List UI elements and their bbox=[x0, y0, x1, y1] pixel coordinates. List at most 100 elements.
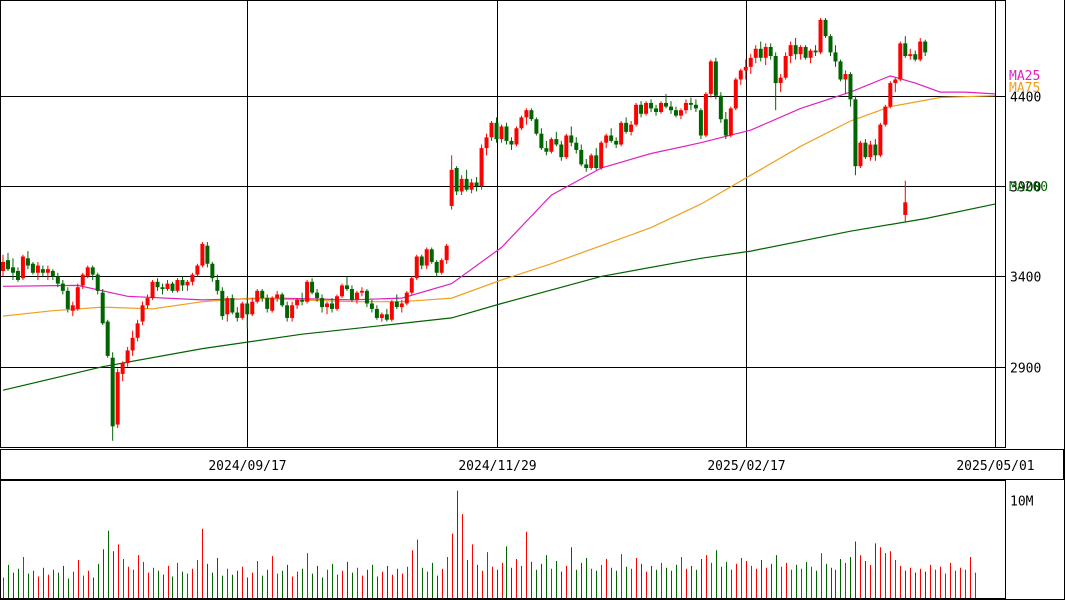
candle bbox=[783, 52, 788, 80]
candle bbox=[150, 280, 155, 300]
candle bbox=[883, 104, 888, 127]
candle bbox=[768, 43, 773, 60]
candle bbox=[130, 330, 135, 356]
candle bbox=[5, 252, 10, 271]
candle bbox=[205, 242, 210, 268]
date-tick-label: 2024/09/17 bbox=[208, 459, 286, 474]
candle bbox=[25, 251, 30, 270]
candle bbox=[703, 92, 708, 138]
candle bbox=[424, 247, 429, 270]
candle bbox=[120, 361, 125, 382]
candle bbox=[494, 117, 499, 143]
candle bbox=[614, 137, 619, 149]
candle bbox=[185, 280, 190, 291]
candle bbox=[290, 301, 295, 322]
candle bbox=[100, 289, 105, 326]
candle bbox=[399, 299, 404, 313]
candle bbox=[683, 99, 688, 114]
candle bbox=[140, 301, 145, 326]
candle bbox=[673, 106, 678, 118]
price-axis-labels: 2900 3400 3900 4400 bbox=[1010, 91, 1041, 377]
candle bbox=[245, 294, 250, 329]
candle bbox=[828, 34, 833, 56]
candle bbox=[484, 133, 489, 156]
candle bbox=[544, 140, 549, 156]
candle bbox=[649, 99, 654, 112]
candle bbox=[474, 177, 479, 192]
candle bbox=[554, 131, 559, 147]
candle bbox=[668, 101, 673, 114]
candle bbox=[85, 265, 90, 279]
candle bbox=[180, 276, 185, 291]
candle bbox=[439, 258, 444, 275]
candle bbox=[295, 298, 300, 309]
candle bbox=[798, 45, 803, 60]
candle bbox=[230, 294, 235, 315]
candle bbox=[65, 287, 70, 313]
candle bbox=[918, 37, 923, 62]
candle bbox=[125, 346, 130, 367]
candle bbox=[394, 294, 399, 309]
ma-label-ma75: MA75 bbox=[1009, 81, 1040, 96]
candle bbox=[449, 155, 454, 210]
candle bbox=[75, 283, 80, 311]
candle bbox=[160, 283, 165, 295]
candle bbox=[235, 307, 240, 322]
price-tick-label: 2900 bbox=[1010, 362, 1041, 377]
candle bbox=[409, 276, 414, 295]
ma-label-ma200: MA200 bbox=[1009, 180, 1048, 195]
candle bbox=[414, 254, 419, 280]
candle bbox=[923, 39, 928, 56]
candle bbox=[818, 18, 823, 55]
candle bbox=[285, 301, 290, 322]
candle bbox=[135, 319, 140, 342]
candle bbox=[255, 289, 260, 304]
date-tick-label: 2025/05/01 bbox=[956, 459, 1034, 474]
candle bbox=[265, 294, 270, 313]
candle bbox=[539, 128, 544, 150]
candle bbox=[678, 108, 683, 120]
candle bbox=[808, 48, 813, 64]
candle bbox=[260, 289, 265, 302]
date-tick-label: 2025/02/17 bbox=[707, 459, 785, 474]
candle bbox=[688, 97, 693, 111]
candle bbox=[325, 301, 330, 315]
candle bbox=[250, 298, 255, 317]
candle bbox=[524, 108, 529, 125]
ma-line-ma200 bbox=[2, 203, 996, 391]
candle bbox=[499, 124, 504, 143]
candle bbox=[95, 272, 100, 295]
volume-panel: 10M bbox=[0, 480, 1034, 599]
candle bbox=[105, 319, 110, 358]
candle bbox=[110, 352, 115, 441]
candle bbox=[60, 280, 65, 295]
candle bbox=[639, 101, 644, 118]
candle bbox=[514, 126, 519, 147]
volume-panel-border bbox=[0, 480, 1006, 599]
candle bbox=[349, 285, 354, 302]
candle bbox=[698, 108, 703, 140]
candle bbox=[170, 281, 175, 293]
candle bbox=[534, 117, 539, 136]
candle bbox=[320, 294, 325, 313]
candle bbox=[604, 133, 609, 149]
candle bbox=[913, 50, 918, 62]
candle bbox=[165, 280, 170, 291]
candle bbox=[310, 278, 315, 295]
candle bbox=[275, 290, 280, 302]
candle bbox=[723, 112, 728, 140]
candle bbox=[40, 265, 45, 277]
candle bbox=[364, 289, 369, 308]
candle bbox=[509, 137, 514, 150]
candle bbox=[305, 280, 310, 304]
price-tick-label: 3400 bbox=[1010, 271, 1041, 286]
price-tick-label: 4400 bbox=[1010, 91, 1041, 106]
candle bbox=[454, 166, 459, 196]
candle bbox=[693, 99, 698, 112]
candle bbox=[664, 93, 669, 109]
candle bbox=[564, 133, 569, 159]
candle bbox=[619, 121, 624, 147]
